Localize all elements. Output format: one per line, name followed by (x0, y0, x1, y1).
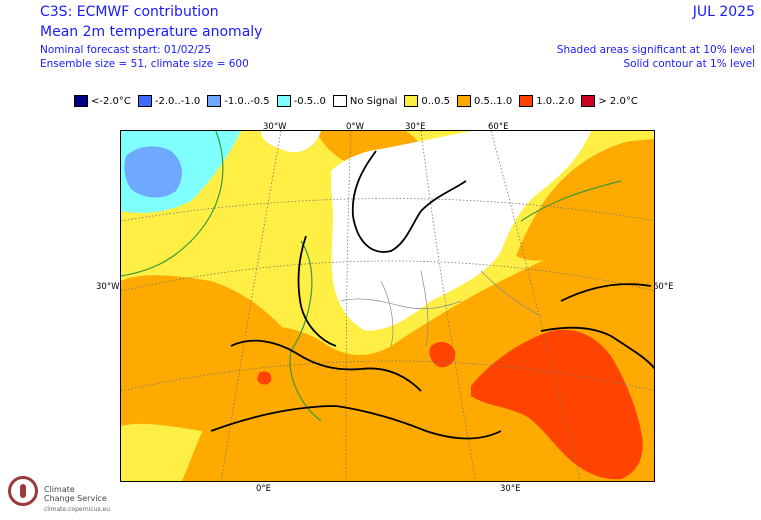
logo-name-line: Climate (44, 485, 75, 494)
anomaly-map (120, 130, 655, 482)
significance-contour-note: Solid contour at 1% level (623, 58, 755, 70)
anomaly-region-no-signal (261, 131, 321, 153)
color-legend: <-2.0°C -2.0..-1.0 -1.0..-0.5 -0.5..0 No… (74, 93, 645, 109)
tick-label-right: 60°E (653, 282, 674, 292)
legend-label: 0.5..1.0 (474, 95, 513, 107)
legend-label: <-2.0°C (91, 95, 131, 107)
legend-item: 1.0..2.0 (519, 95, 574, 107)
country-borders (340, 270, 542, 347)
graticule (121, 131, 654, 481)
legend-item: -0.5..0 (276, 95, 326, 107)
legend-swatch (207, 95, 222, 107)
legend-swatch (137, 95, 152, 107)
legend-label: -1.0..-0.5 (224, 95, 270, 107)
anomaly-region-red (471, 329, 643, 480)
tick-label-top: 60°E (488, 122, 509, 132)
legend-label: 0..0.5 (421, 95, 451, 107)
thermometer-icon (20, 484, 26, 498)
anomaly-region-orange (516, 139, 654, 261)
logo-ring-icon (8, 476, 38, 506)
logo-url: climate.copernicus.eu (44, 506, 111, 513)
map-subtitle: Mean 2m temperature anomaly (40, 24, 263, 40)
legend-item: > 2.0°C (581, 95, 638, 107)
legend-swatch (581, 95, 596, 107)
anomaly-region-red (257, 371, 272, 385)
legend-label: -2.0..-1.0 (154, 95, 201, 107)
tick-label-top: 30°W (263, 122, 287, 132)
tick-label-bottom: 30°E (500, 484, 521, 494)
anomaly-region-blue (124, 146, 183, 198)
tick-label-bottom: 0°E (256, 484, 272, 494)
ensemble-size-text: Ensemble size = 51, climate size = 600 (40, 58, 249, 70)
forecast-start-text: Nominal forecast start: 01/02/25 (40, 44, 212, 56)
legend-label: > 2.0°C (598, 95, 638, 107)
tick-label-top: 0°W (346, 122, 365, 132)
legend-swatch (519, 95, 534, 107)
map-title: C3S: ECMWF contribution (40, 4, 219, 20)
legend-item: No Signal (332, 95, 398, 107)
copernicus-logo: Climate Change Service climate.copernicu… (4, 472, 134, 518)
legend-item: <-2.0°C (74, 95, 131, 107)
anomaly-region-no-signal (331, 131, 591, 331)
legend-swatch (404, 95, 419, 107)
legend-label: No Signal (349, 95, 398, 107)
anomaly-map-svg (121, 131, 654, 481)
logo-name-line: Change Service (44, 494, 107, 503)
tick-label-left: 30°W (96, 282, 120, 292)
legend-label: -0.5..0 (293, 95, 326, 107)
logo-name: Climate Change Service (44, 485, 124, 503)
legend-swatch (74, 95, 88, 107)
legend-swatch (332, 95, 347, 107)
period-label: JUL 2025 (692, 4, 755, 20)
legend-item: 0..0.5 (404, 95, 450, 107)
legend-label: 1.0..2.0 (536, 95, 575, 107)
legend-swatch (457, 95, 472, 107)
legend-swatch (276, 95, 291, 107)
legend-item: 0.5..1.0 (457, 95, 512, 107)
significance-shaded-note: Shaded areas significant at 10% level (556, 44, 755, 56)
tick-label-top: 30°E (405, 122, 426, 132)
coastline (210, 150, 654, 440)
anomaly-region-red (429, 341, 456, 368)
legend-item: -2.0..-1.0 (137, 95, 201, 107)
legend-item: -1.0..-0.5 (207, 95, 270, 107)
